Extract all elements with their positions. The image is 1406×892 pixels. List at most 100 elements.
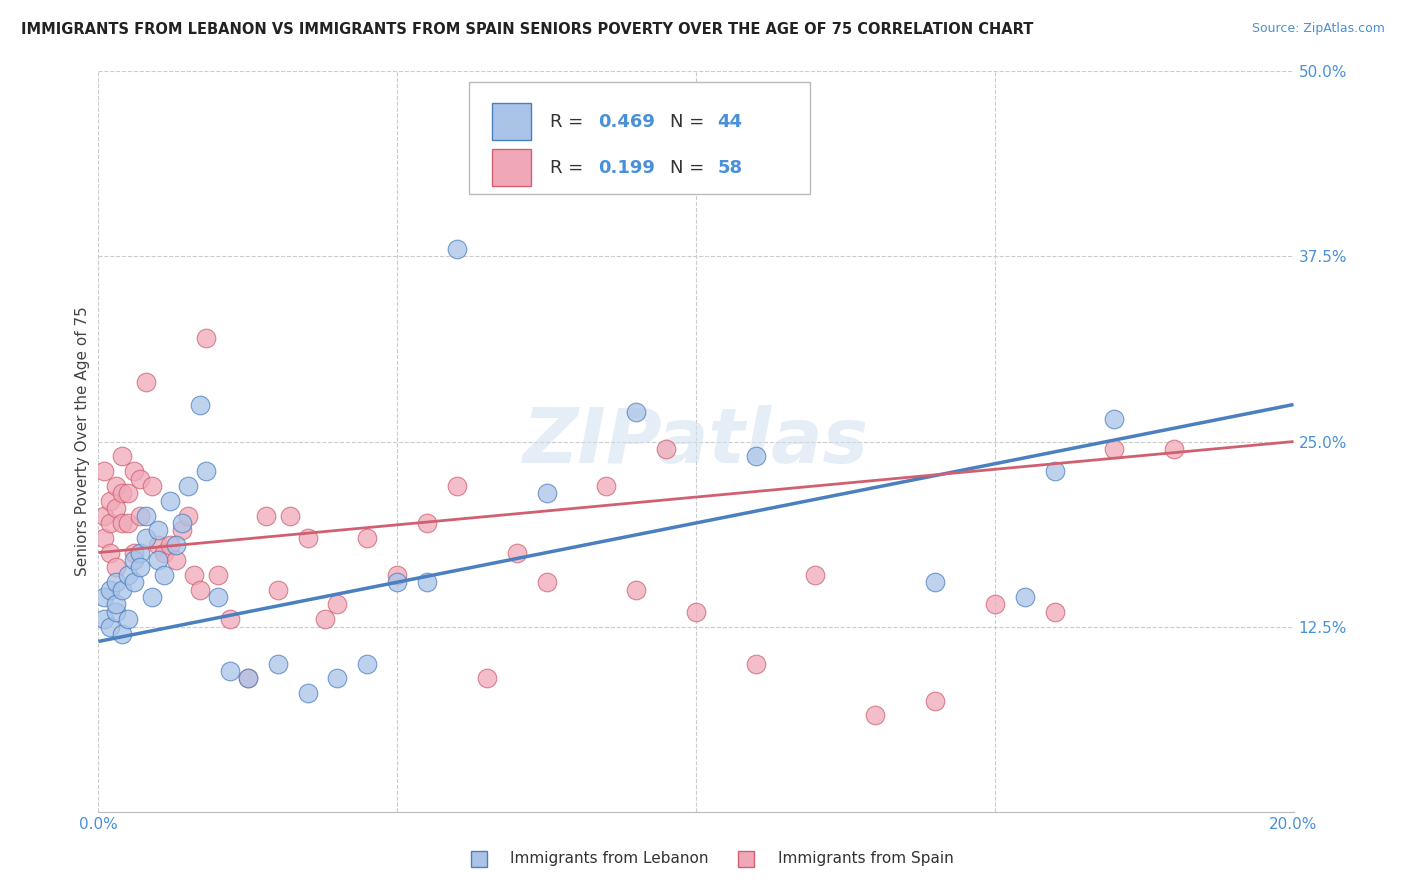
Point: [124, 575, 146, 590]
Point: [124, 553, 146, 567]
Point: [416, 575, 439, 590]
Point: [219, 612, 242, 626]
Point: [98, 546, 122, 560]
Point: [135, 531, 157, 545]
Point: [111, 516, 134, 530]
Point: [356, 531, 378, 545]
FancyBboxPatch shape: [492, 103, 531, 140]
Point: [685, 605, 707, 619]
Point: [924, 694, 946, 708]
Point: [148, 553, 170, 567]
Point: [124, 546, 146, 560]
Point: [117, 612, 139, 626]
Point: [385, 575, 409, 590]
Point: [475, 672, 498, 686]
FancyBboxPatch shape: [470, 82, 810, 194]
Point: [595, 479, 617, 493]
Point: [804, 567, 827, 582]
Point: [172, 524, 194, 538]
Text: 44: 44: [717, 112, 742, 131]
Point: [1043, 464, 1066, 478]
Point: [148, 524, 170, 538]
Point: [446, 479, 468, 493]
Point: [129, 546, 152, 560]
Point: [506, 546, 529, 560]
Point: [153, 546, 176, 560]
Point: [207, 590, 229, 604]
Point: [865, 708, 887, 723]
Point: [93, 612, 115, 626]
Point: [105, 501, 128, 516]
Point: [536, 486, 558, 500]
Point: [195, 464, 218, 478]
FancyBboxPatch shape: [492, 149, 531, 186]
Point: [1014, 590, 1036, 604]
Text: Immigrants from Spain: Immigrants from Spain: [778, 852, 953, 866]
Point: [159, 538, 181, 552]
Point: [172, 516, 194, 530]
Point: [188, 582, 211, 597]
Point: [326, 672, 349, 686]
Point: [1104, 442, 1126, 456]
Point: [98, 582, 122, 597]
Point: [135, 508, 157, 523]
Point: [207, 567, 229, 582]
Text: N =: N =: [669, 159, 710, 177]
Point: [219, 664, 242, 678]
Point: [135, 376, 157, 390]
Point: [105, 575, 128, 590]
Point: [315, 612, 337, 626]
Point: [416, 516, 439, 530]
Point: [1163, 442, 1185, 456]
Point: [278, 508, 301, 523]
Point: [655, 442, 678, 456]
Point: [188, 398, 211, 412]
Text: Source: ZipAtlas.com: Source: ZipAtlas.com: [1251, 22, 1385, 36]
Point: [124, 464, 146, 478]
Point: [153, 567, 176, 582]
Point: [98, 493, 122, 508]
Point: [745, 450, 768, 464]
Point: [148, 538, 170, 552]
Point: [177, 479, 200, 493]
Text: N =: N =: [669, 112, 710, 131]
Point: [111, 486, 134, 500]
Point: [254, 508, 277, 523]
Point: [183, 567, 205, 582]
Point: [117, 516, 139, 530]
Point: [105, 598, 128, 612]
Point: [141, 590, 163, 604]
Point: [536, 575, 558, 590]
Point: [984, 598, 1007, 612]
Point: [111, 627, 134, 641]
Point: [565, 153, 588, 168]
Text: Immigrants from Lebanon: Immigrants from Lebanon: [510, 852, 709, 866]
Point: [745, 657, 768, 671]
Point: [924, 575, 946, 590]
Y-axis label: Seniors Poverty Over the Age of 75: Seniors Poverty Over the Age of 75: [75, 307, 90, 576]
Point: [129, 560, 152, 574]
Point: [236, 672, 259, 686]
Point: [165, 553, 187, 567]
Point: [98, 516, 122, 530]
Point: [129, 508, 152, 523]
Point: [93, 531, 115, 545]
Point: [98, 619, 122, 633]
Point: [93, 590, 115, 604]
Point: [626, 405, 648, 419]
Text: IMMIGRANTS FROM LEBANON VS IMMIGRANTS FROM SPAIN SENIORS POVERTY OVER THE AGE OF: IMMIGRANTS FROM LEBANON VS IMMIGRANTS FR…: [21, 22, 1033, 37]
Point: [105, 605, 128, 619]
Text: R =: R =: [550, 112, 589, 131]
Point: [111, 582, 134, 597]
Text: 0.469: 0.469: [598, 112, 655, 131]
Point: [111, 450, 134, 464]
Point: [385, 567, 409, 582]
Point: [267, 657, 290, 671]
Text: ZIPatlas: ZIPatlas: [523, 405, 869, 478]
Point: [195, 331, 218, 345]
Point: [159, 493, 181, 508]
Text: 58: 58: [717, 159, 742, 177]
Point: [626, 582, 648, 597]
Point: [93, 464, 115, 478]
Point: [356, 657, 378, 671]
